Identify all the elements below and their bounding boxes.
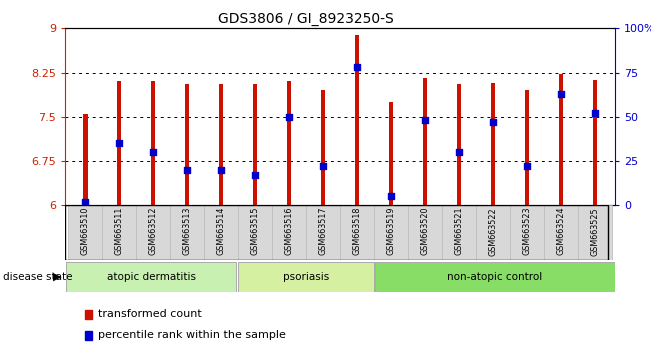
Point <box>590 110 600 116</box>
FancyBboxPatch shape <box>408 205 442 260</box>
Point <box>284 114 294 120</box>
Text: GSM663521: GSM663521 <box>454 207 464 256</box>
Text: GDS3806 / GI_8923250-S: GDS3806 / GI_8923250-S <box>218 12 394 27</box>
Point <box>556 91 566 97</box>
Point <box>352 64 363 70</box>
Bar <box>83 114 87 205</box>
Bar <box>186 84 189 205</box>
Bar <box>85 310 92 319</box>
FancyBboxPatch shape <box>137 205 171 260</box>
Bar <box>117 81 122 205</box>
Text: non-atopic control: non-atopic control <box>447 272 542 282</box>
Text: GSM663514: GSM663514 <box>217 207 226 255</box>
Bar <box>423 79 427 205</box>
FancyBboxPatch shape <box>68 205 102 260</box>
Point <box>80 199 90 205</box>
Point <box>250 172 260 178</box>
Text: ▶: ▶ <box>53 272 62 282</box>
Text: GSM663513: GSM663513 <box>183 207 192 255</box>
Text: GSM663517: GSM663517 <box>319 207 327 256</box>
Bar <box>593 80 597 205</box>
Bar <box>151 81 156 205</box>
Text: GSM663522: GSM663522 <box>488 207 497 256</box>
FancyBboxPatch shape <box>272 205 306 260</box>
FancyBboxPatch shape <box>374 205 408 260</box>
FancyBboxPatch shape <box>340 205 374 260</box>
Point <box>114 141 124 146</box>
Bar <box>219 84 223 205</box>
Text: transformed count: transformed count <box>98 309 201 319</box>
Bar <box>253 84 257 205</box>
Point <box>420 118 430 123</box>
Bar <box>525 90 529 205</box>
Bar <box>559 74 563 205</box>
Point <box>521 164 532 169</box>
Text: GSM663518: GSM663518 <box>353 207 361 255</box>
Text: GSM663510: GSM663510 <box>81 207 90 255</box>
Bar <box>491 82 495 205</box>
Text: GSM663512: GSM663512 <box>149 207 158 256</box>
Bar <box>389 102 393 205</box>
Point <box>454 149 464 155</box>
Point <box>386 194 396 199</box>
FancyBboxPatch shape <box>66 262 236 292</box>
Text: psoriasis: psoriasis <box>283 272 329 282</box>
FancyBboxPatch shape <box>238 262 374 292</box>
Text: atopic dermatitis: atopic dermatitis <box>107 272 195 282</box>
FancyBboxPatch shape <box>171 205 204 260</box>
Point <box>318 164 328 169</box>
Text: GSM663519: GSM663519 <box>387 207 396 256</box>
FancyBboxPatch shape <box>544 205 578 260</box>
FancyBboxPatch shape <box>238 205 272 260</box>
Text: GSM663525: GSM663525 <box>590 207 600 256</box>
Text: GSM663511: GSM663511 <box>115 207 124 255</box>
Bar <box>457 84 461 205</box>
Text: disease state: disease state <box>3 272 73 282</box>
Bar <box>85 331 92 340</box>
Text: percentile rank within the sample: percentile rank within the sample <box>98 330 286 341</box>
Bar <box>355 35 359 205</box>
FancyBboxPatch shape <box>510 205 544 260</box>
Text: GSM663520: GSM663520 <box>421 207 430 256</box>
Bar <box>287 81 291 205</box>
FancyBboxPatch shape <box>306 205 340 260</box>
Text: GSM663523: GSM663523 <box>522 207 531 256</box>
FancyBboxPatch shape <box>442 205 476 260</box>
Text: GSM663515: GSM663515 <box>251 207 260 256</box>
Text: GSM663516: GSM663516 <box>284 207 294 255</box>
Point <box>216 167 227 173</box>
Point <box>182 167 193 173</box>
Point <box>488 119 498 125</box>
FancyBboxPatch shape <box>375 262 615 292</box>
FancyBboxPatch shape <box>204 205 238 260</box>
FancyBboxPatch shape <box>578 205 612 260</box>
FancyBboxPatch shape <box>476 205 510 260</box>
Point <box>148 149 159 155</box>
FancyBboxPatch shape <box>102 205 137 260</box>
Text: GSM663524: GSM663524 <box>557 207 565 256</box>
Bar <box>321 90 326 205</box>
